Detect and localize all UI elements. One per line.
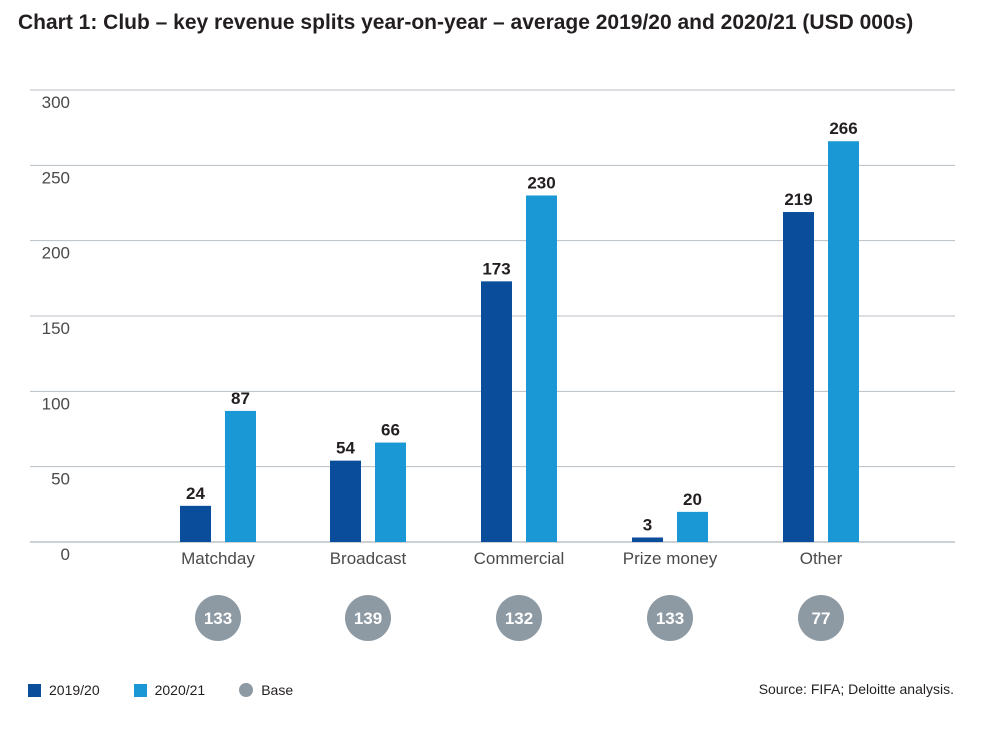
legend-item-2020-21: 2020/21 bbox=[133, 682, 206, 698]
x-tick-label-commercial: Commercial bbox=[474, 549, 565, 568]
y-tick-label: 200 bbox=[42, 244, 70, 263]
bar-2020-21-broadcast bbox=[375, 442, 406, 542]
base-value-matchday: 133 bbox=[204, 609, 232, 628]
x-tick-label-broadcast: Broadcast bbox=[330, 549, 407, 568]
base-circle-matchday bbox=[195, 595, 241, 641]
source-note: Source: FIFA; Deloitte analysis. bbox=[758, 681, 954, 697]
legend-item-base: Base bbox=[239, 682, 293, 698]
data-label-2019-20-other: 219 bbox=[784, 190, 812, 209]
bar-2019-20-prize-money bbox=[632, 537, 663, 542]
legend: 2019/20 2020/21 Base bbox=[28, 680, 327, 700]
data-label-2019-20-commercial: 173 bbox=[482, 259, 510, 278]
legend-label-2020-21: 2020/21 bbox=[154, 682, 206, 698]
bar-2020-21-commercial bbox=[526, 195, 557, 542]
bar-2020-21-prize-money bbox=[677, 511, 708, 542]
y-tick-label: 100 bbox=[42, 394, 70, 413]
bars bbox=[180, 141, 859, 543]
bar-2019-20-commercial bbox=[481, 281, 512, 542]
y-tick-label: 50 bbox=[51, 470, 70, 489]
bar-2020-21-other bbox=[828, 141, 859, 542]
bar-2020-21-matchday bbox=[225, 410, 256, 542]
data-labels: 24 54 173 3 219 87 66 230 20 266 bbox=[186, 119, 858, 534]
base-circle-other bbox=[798, 595, 844, 641]
bar-2019-20-matchday bbox=[180, 505, 211, 542]
base-value-other: 77 bbox=[812, 609, 831, 628]
legend-swatch-2019-20 bbox=[28, 683, 41, 697]
legend-swatch-base bbox=[239, 683, 254, 697]
data-label-2019-20-prize-money: 3 bbox=[643, 515, 652, 534]
y-tick-label: 150 bbox=[42, 319, 70, 338]
base-value-prize-money: 133 bbox=[656, 609, 684, 628]
x-axis-ticks: Matchday Broadcast Commercial Prize money Ot… bbox=[181, 549, 842, 568]
chart-title: Chart 1: Club – key revenue splits year-… bbox=[18, 11, 914, 34]
legend-item-2019-20: 2019/20 bbox=[28, 682, 100, 698]
legend-label-2019-20: 2019/20 bbox=[49, 682, 100, 698]
x-tick-label-prize-money: Prize money bbox=[623, 549, 718, 568]
x-tick-label-matchday: Matchday bbox=[181, 549, 255, 568]
base-circle-prize-money bbox=[647, 595, 693, 641]
data-label-2019-20-broadcast: 54 bbox=[336, 439, 355, 458]
y-tick-label: 300 bbox=[42, 93, 70, 112]
x-tick-label-other: Other bbox=[800, 549, 843, 568]
base-value-commercial: 132 bbox=[505, 609, 533, 628]
y-tick-label: 0 bbox=[61, 545, 70, 564]
base-value-broadcast: 139 bbox=[354, 609, 382, 628]
y-axis-ticks: 0 50 100 150 200 250 300 bbox=[42, 93, 70, 564]
y-tick-label: 250 bbox=[42, 168, 70, 187]
bar-2019-20-broadcast bbox=[330, 460, 361, 542]
base-circle-commercial bbox=[496, 595, 542, 641]
base-circles: 133 139 132 133 77 bbox=[195, 595, 844, 641]
bar-2019-20-other bbox=[783, 212, 814, 543]
data-label-2020-21-matchday: 87 bbox=[231, 389, 250, 408]
data-label-2020-21-commercial: 230 bbox=[527, 173, 555, 192]
data-label-2020-21-prize-money: 20 bbox=[683, 490, 702, 509]
data-label-2020-21-broadcast: 66 bbox=[381, 421, 400, 440]
legend-swatch-2020-21 bbox=[133, 683, 147, 697]
base-circle-broadcast bbox=[345, 595, 391, 641]
data-label-2019-20-matchday: 24 bbox=[186, 484, 205, 503]
data-label-2020-21-other: 266 bbox=[829, 119, 857, 138]
legend-label-base: Base bbox=[261, 682, 294, 698]
